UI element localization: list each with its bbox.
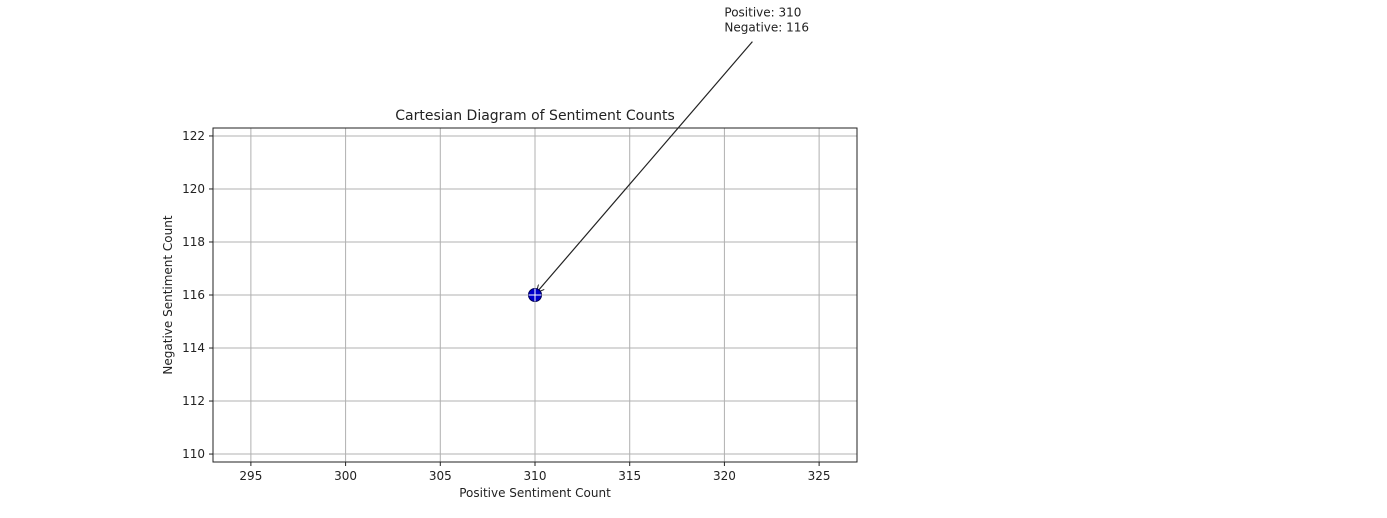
- y-tick-label: 112: [182, 394, 205, 408]
- y-tick-label: 110: [182, 447, 205, 461]
- x-tick-label: 325: [808, 469, 831, 483]
- annotation-arrow: [537, 41, 753, 292]
- y-tick-label: 120: [182, 182, 205, 196]
- x-tick-label: 300: [334, 469, 357, 483]
- data-points: [528, 288, 542, 302]
- scatter-point: [528, 288, 542, 302]
- x-tick-label: 320: [713, 469, 736, 483]
- x-tick-label: 310: [524, 469, 547, 483]
- x-tick-label: 305: [429, 469, 452, 483]
- x-axis-label: Positive Sentiment Count: [459, 486, 611, 500]
- y-tick-label: 116: [182, 288, 205, 302]
- y-axis-label: Negative Sentiment Count: [161, 215, 175, 374]
- y-tick-label: 114: [182, 341, 205, 355]
- grid-lines: [213, 128, 857, 462]
- annotation-text-line: Positive: 310: [724, 6, 801, 20]
- y-tick-label: 122: [182, 129, 205, 143]
- x-tick-label: 315: [618, 469, 641, 483]
- y-tick-label: 118: [182, 235, 205, 249]
- chart-title: Cartesian Diagram of Sentiment Counts: [395, 108, 675, 124]
- annotation-text-line: Negative: 116: [724, 21, 809, 35]
- x-tick-label: 295: [239, 469, 262, 483]
- axis-ticks: 295 300 305 310 315 320 325 110 112 114 116 118 120 1…: [182, 129, 830, 483]
